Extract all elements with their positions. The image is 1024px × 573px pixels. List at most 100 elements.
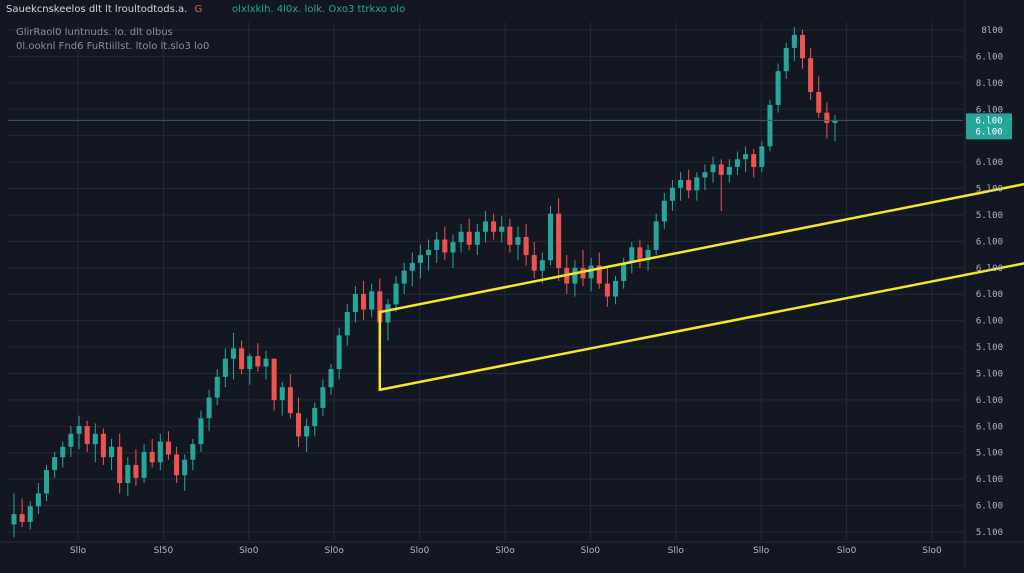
candle	[206, 389, 212, 432]
candle	[141, 444, 147, 484]
candle-body	[556, 213, 562, 269]
y-tick-label: 6.l00	[976, 317, 1003, 327]
candle-body	[547, 213, 554, 261]
candle	[556, 198, 562, 281]
candle-body	[239, 348, 245, 370]
candle	[385, 299, 391, 341]
candle-body	[361, 293, 367, 310]
candles	[11, 27, 838, 538]
candle	[60, 441, 66, 468]
candle	[743, 146, 749, 173]
candle-body	[474, 231, 480, 245]
candle	[832, 115, 838, 142]
channel-annotation[interactable]	[378, 89, 1024, 392]
y-tick-label: 5.l00	[976, 528, 1003, 538]
candle-body	[409, 262, 415, 271]
candle-body	[352, 293, 358, 313]
candle	[352, 286, 358, 323]
candle-body	[100, 433, 106, 458]
x-tick-label: Sl0o	[324, 546, 344, 556]
y-tick-label: 5.l00	[976, 185, 1003, 195]
candle	[214, 369, 220, 406]
candle	[117, 433, 123, 494]
candle-body	[287, 387, 293, 414]
candle-body	[799, 34, 806, 59]
candle-body	[678, 179, 684, 188]
candle	[149, 438, 155, 468]
candle	[442, 226, 448, 261]
candle	[52, 451, 58, 478]
x-tick-label: Slo0	[922, 546, 942, 556]
candle	[669, 179, 675, 212]
candle-body	[442, 239, 448, 253]
candle	[43, 464, 50, 502]
candle-body	[43, 470, 50, 494]
candle	[125, 457, 131, 496]
y-tick-label: 6.l00	[976, 475, 1003, 485]
candle-body	[68, 433, 74, 447]
symbol-header[interactable]: Sauekcnskeelos dlt lt lroultodtods.a. G	[6, 4, 202, 15]
x-tick-label: Sllo	[668, 546, 685, 556]
candle	[686, 169, 692, 199]
candle	[613, 275, 619, 305]
candle-body	[580, 268, 586, 279]
candle-body	[751, 154, 757, 168]
candle-body	[767, 104, 773, 147]
candle	[190, 438, 196, 471]
candle	[19, 498, 25, 528]
y-tick-label: 6.l00	[976, 290, 1003, 300]
y-tick-label: 5.l00	[976, 369, 1003, 379]
candle-body	[19, 514, 25, 522]
candle-body	[515, 236, 521, 245]
candle	[84, 420, 90, 452]
candle-body	[206, 397, 212, 419]
x-tick-label: Sllo	[70, 546, 87, 556]
candle	[678, 172, 684, 201]
y-tick-label: 6.l00	[976, 158, 1003, 168]
candle	[336, 327, 342, 380]
candle-body	[263, 358, 269, 367]
candle-body	[92, 433, 98, 445]
candle-body	[458, 231, 464, 243]
candle-body	[230, 348, 236, 359]
candle-body	[596, 265, 602, 284]
candle-body	[304, 426, 310, 437]
price-axis[interactable]: 8l006.l008.l006.l006.l006.l005.l005.l006…	[966, 26, 1012, 538]
candle	[767, 99, 773, 152]
candle	[165, 431, 171, 460]
candle	[174, 446, 180, 484]
time-axis[interactable]: Sllo Sl50 Slo0 Sl0o Slo0 Sl0o Slo0 Sllo Sllo Slo0…	[70, 546, 942, 556]
candle	[279, 382, 285, 416]
currency-icon: G	[194, 4, 203, 15]
candle	[320, 379, 326, 416]
candle	[263, 350, 269, 380]
candle	[344, 304, 350, 346]
price-tag-label: 6.l00	[975, 116, 1002, 126]
candle-body	[182, 459, 188, 476]
candle	[409, 252, 415, 287]
price-tag-countdown: 6.l00	[975, 127, 1002, 137]
candle-body	[710, 164, 716, 173]
annotations[interactable]	[378, 27, 1024, 392]
candle	[491, 213, 497, 240]
candle	[751, 148, 757, 178]
candle-body	[718, 164, 724, 175]
candle-body	[344, 312, 350, 336]
candle-body	[604, 283, 610, 297]
symbol-title[interactable]: Sauekcnskeelos dlt lt lroultodtods.a.	[6, 4, 188, 15]
candle	[27, 501, 33, 530]
candle-body	[629, 247, 635, 263]
candle-body	[11, 514, 17, 525]
candle-body	[385, 304, 391, 323]
indicator-legend-1[interactable]: GlirRaol0 luntnuds. lo. dlt olbus	[16, 27, 173, 38]
candle	[157, 433, 163, 471]
candle	[247, 353, 253, 385]
candle	[92, 423, 98, 463]
candle	[230, 332, 236, 380]
candle	[734, 151, 740, 175]
candle-body	[653, 221, 659, 250]
candle-body	[726, 167, 732, 175]
indicator-legend-2[interactable]: 0l.ooknl Fnd6 FuRtiillst. ltolo lt.slo3 …	[16, 41, 210, 52]
